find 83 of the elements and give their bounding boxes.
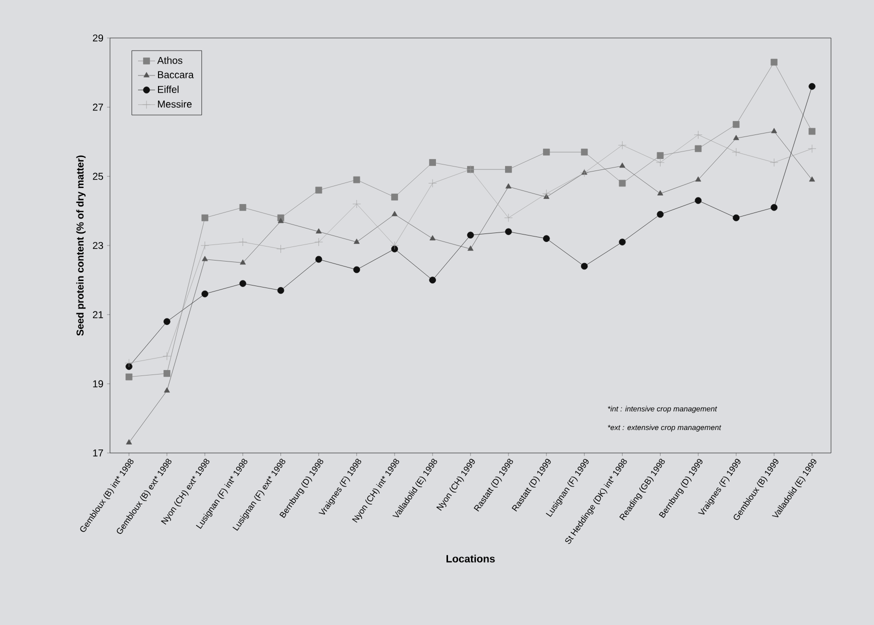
point <box>657 190 664 196</box>
point <box>505 228 512 236</box>
point <box>694 145 702 152</box>
point <box>770 58 778 66</box>
point <box>391 246 398 252</box>
point <box>390 241 399 250</box>
point <box>808 144 816 153</box>
point <box>694 197 702 204</box>
point <box>505 166 512 173</box>
point <box>580 168 589 178</box>
y-axis-title: Seed protein content (% of dry matter) <box>76 155 86 336</box>
point <box>468 246 474 251</box>
point <box>618 141 626 150</box>
point <box>695 176 702 182</box>
point <box>428 179 437 188</box>
point <box>240 259 246 265</box>
legend-label: Baccara <box>158 71 194 78</box>
point <box>201 290 208 298</box>
legend-label: Messire <box>158 100 192 108</box>
point <box>732 148 740 156</box>
point <box>200 241 210 250</box>
point <box>314 238 323 246</box>
point <box>276 244 285 254</box>
x-axis-title: Locations <box>446 554 495 562</box>
point <box>656 152 664 159</box>
point <box>656 210 664 218</box>
point <box>809 176 815 182</box>
y-tick-label: 19 <box>93 380 104 388</box>
point <box>694 130 702 140</box>
point <box>580 148 588 156</box>
point <box>619 162 626 168</box>
point <box>504 214 513 222</box>
point <box>315 186 322 194</box>
point <box>542 189 551 198</box>
y-tick-label: 21 <box>92 311 104 318</box>
point <box>316 228 322 234</box>
point <box>543 148 550 156</box>
y-tick-label: 23 <box>92 242 104 250</box>
point <box>808 128 816 135</box>
y-tick-label: 29 <box>92 34 104 42</box>
point <box>164 387 170 393</box>
point <box>429 276 436 284</box>
point <box>126 374 132 380</box>
point <box>238 238 248 246</box>
point <box>391 194 398 200</box>
point <box>732 214 740 222</box>
point <box>239 204 246 211</box>
point <box>162 352 172 360</box>
point <box>808 83 816 90</box>
point <box>354 238 360 244</box>
point <box>580 262 588 270</box>
y-tick-label: 27 <box>92 104 104 111</box>
point <box>656 158 664 167</box>
point <box>315 256 322 263</box>
point <box>352 200 361 208</box>
point <box>430 235 436 240</box>
point <box>733 134 740 140</box>
point <box>771 128 778 134</box>
point <box>770 158 778 167</box>
point <box>618 238 626 246</box>
point <box>126 439 132 444</box>
point <box>164 318 170 325</box>
point <box>124 358 134 368</box>
point <box>353 266 360 274</box>
legend-label: Athos <box>157 56 182 64</box>
y-tick-label: 25 <box>92 172 104 180</box>
point <box>353 176 360 184</box>
point <box>467 232 474 238</box>
legend-label: Eiffel <box>158 86 179 93</box>
point <box>392 210 398 216</box>
point <box>429 159 436 166</box>
y-tick-label: 17 <box>93 450 104 456</box>
point <box>732 121 740 128</box>
point <box>277 287 284 294</box>
point <box>164 370 170 377</box>
point <box>239 280 246 287</box>
point <box>202 256 208 262</box>
point <box>278 218 284 224</box>
point <box>618 180 626 187</box>
point <box>505 183 512 188</box>
point <box>770 204 778 211</box>
point <box>201 214 208 222</box>
point <box>543 235 550 242</box>
